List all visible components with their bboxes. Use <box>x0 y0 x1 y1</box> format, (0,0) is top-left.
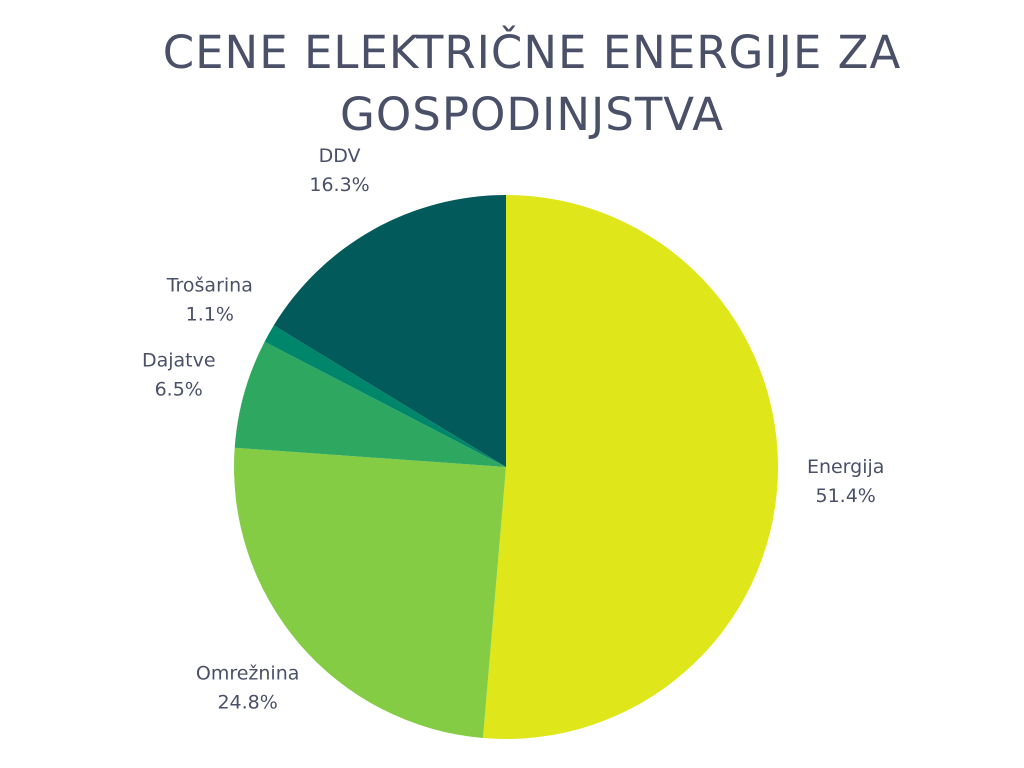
slice-label: Energija <box>807 456 884 478</box>
slice-label: Trošarina <box>166 275 253 297</box>
slice-label: Dajatve <box>142 349 216 371</box>
pie-slice <box>482 195 778 739</box>
pie-slice <box>234 341 506 467</box>
value-label: 6.5% <box>155 378 203 400</box>
slice-label: Omrežnina <box>196 663 300 685</box>
value-label: 51.4% <box>816 485 876 507</box>
value-label: 16.3% <box>309 174 369 196</box>
pie-slice <box>264 325 506 467</box>
chart-title: CENE ELEKTRIČNE ENERGIJE ZA GOSPODINJSTV… <box>162 26 902 141</box>
slice-label: DDV <box>319 145 361 167</box>
pie-slice <box>273 195 506 467</box>
pie-slice <box>233 447 506 739</box>
value-label: 1.1% <box>186 304 234 326</box>
value-label: 24.8% <box>217 692 277 714</box>
